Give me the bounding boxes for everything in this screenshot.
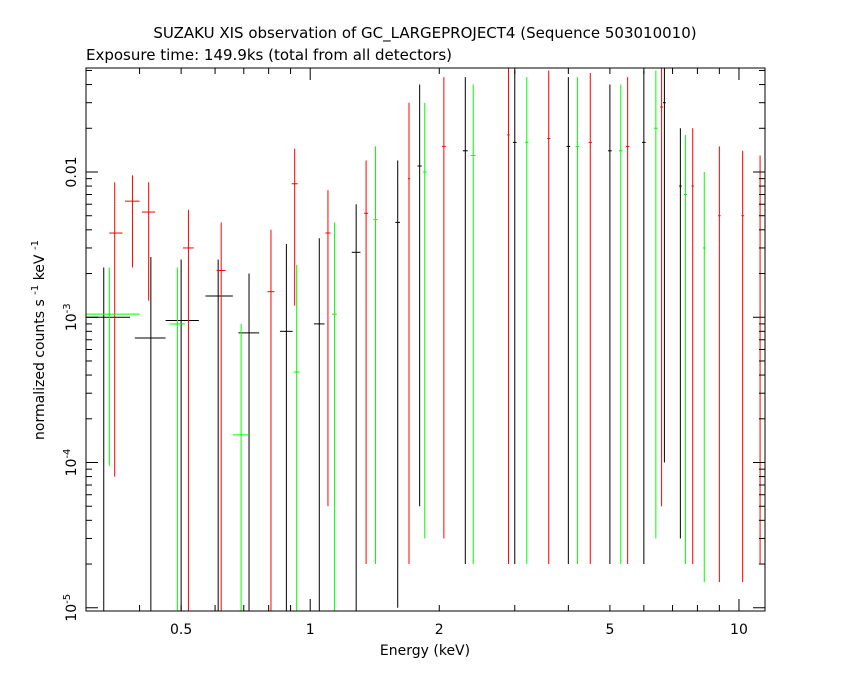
y-axis-label-exp1: -1 — [30, 285, 41, 295]
data-point — [267, 229, 275, 611]
data-point — [395, 160, 401, 608]
data-point — [718, 146, 721, 583]
data-point — [134, 256, 166, 611]
x-axis-label: Energy (keV) — [380, 643, 470, 659]
data-point — [351, 204, 361, 611]
data-point — [683, 134, 687, 565]
y-axis-label-main: normalized counts s — [32, 299, 48, 440]
data-point — [679, 128, 682, 539]
data-point — [86, 267, 140, 466]
series-2 — [86, 70, 706, 611]
data-point — [641, 70, 646, 565]
y-tick-label: 0.01 — [64, 156, 80, 187]
data-point — [422, 102, 427, 539]
series-1 — [109, 68, 761, 611]
data-point — [293, 264, 300, 611]
data-point — [525, 77, 529, 565]
data-point — [462, 77, 468, 565]
data-point — [364, 160, 369, 565]
y-tick-label-base: 10 — [64, 459, 80, 477]
data-point — [238, 273, 260, 611]
data-point — [507, 68, 510, 565]
data-layer — [86, 68, 761, 611]
data-point — [165, 259, 199, 611]
y-tick-label: 10-3 — [62, 303, 80, 331]
data-point — [216, 222, 226, 611]
data-point — [608, 84, 612, 565]
data-point — [332, 222, 338, 611]
data-point — [702, 172, 706, 583]
data-point — [741, 150, 744, 583]
y-tick-label-base: 0.01 — [64, 156, 80, 187]
y-tick-label-base: 10 — [64, 313, 80, 331]
data-point — [232, 323, 250, 611]
data-point — [417, 84, 422, 507]
data-point — [291, 148, 298, 306]
data-point — [407, 102, 411, 565]
data-point — [660, 68, 664, 507]
data-point — [109, 182, 123, 477]
data-point — [663, 68, 666, 463]
data-point — [512, 70, 517, 565]
data-point — [205, 259, 233, 611]
data-point — [588, 73, 592, 565]
x-tick-label: 1 — [306, 622, 315, 638]
chart-title: SUZAKU XIS observation of GC_LARGEPROJEC… — [153, 24, 696, 43]
data-point — [279, 243, 293, 611]
series-0 — [86, 68, 682, 611]
data-point — [141, 182, 156, 301]
x-tick-label: 2 — [435, 622, 444, 638]
x-tick-label: 0.5 — [170, 622, 192, 638]
y-axis-label: normalized counts s -1 keV -1 — [26, 240, 48, 440]
data-point — [470, 84, 476, 565]
y-axis-label-exp2: -1 — [30, 240, 41, 250]
chart-subtitle: Exposure time: 149.9ks (total from all d… — [86, 46, 452, 64]
data-point — [169, 267, 185, 611]
y-axis-label-mid: keV — [32, 254, 48, 280]
data-point — [442, 77, 446, 539]
x-tick-label: 5 — [605, 622, 614, 638]
data-point — [373, 146, 378, 565]
data-point — [625, 77, 630, 565]
y-tick-label: 10-5 — [62, 594, 80, 622]
data-point — [575, 77, 580, 565]
y-tick-label-exp: -3 — [62, 303, 73, 313]
y-tick-label-exp: -5 — [62, 594, 73, 604]
data-point — [566, 77, 571, 565]
data-point — [691, 128, 694, 565]
data-point — [313, 238, 325, 611]
data-point — [182, 209, 194, 611]
data-point — [125, 175, 140, 268]
y-tick-label-base: 10 — [64, 604, 80, 622]
y-tick-label: 10-4 — [62, 449, 80, 477]
data-point — [325, 190, 331, 507]
data-point — [618, 84, 623, 565]
data-point — [547, 70, 551, 565]
x-tick-label: 10 — [730, 622, 748, 638]
y-tick-label-exp: -4 — [62, 449, 73, 459]
data-point — [654, 70, 658, 539]
